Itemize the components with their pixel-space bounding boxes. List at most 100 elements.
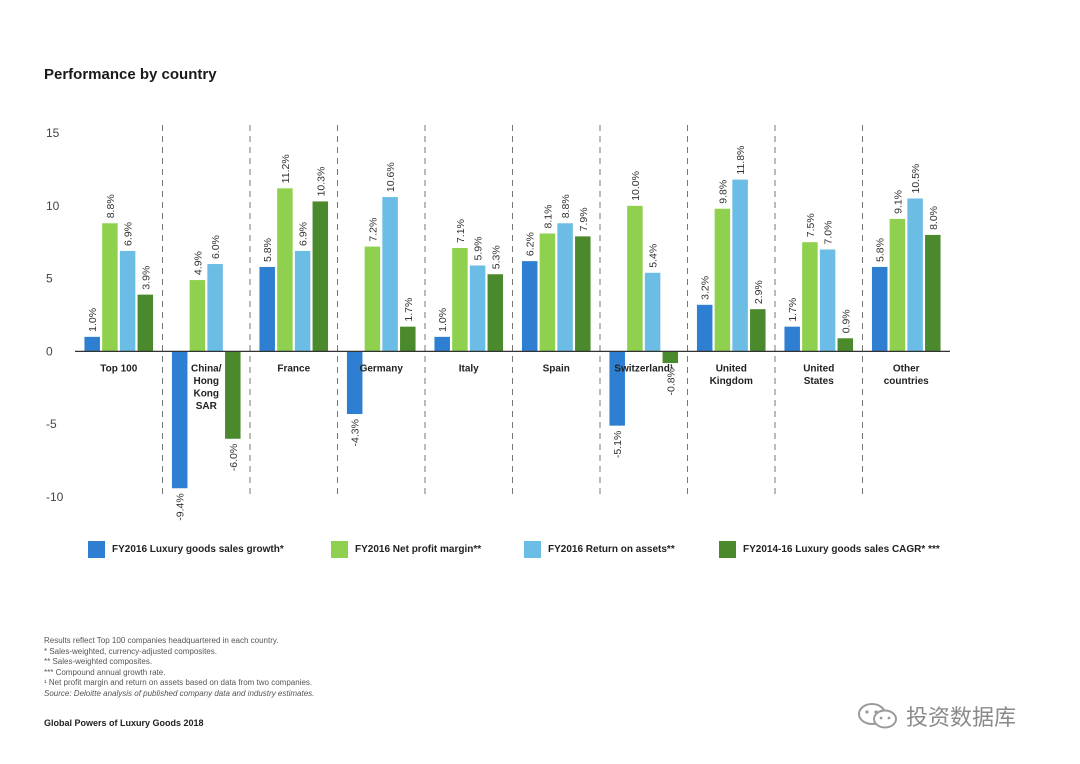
legend-swatch: [331, 541, 348, 558]
bar-roa: [907, 198, 923, 352]
legend-swatch: [524, 541, 541, 558]
data-label: 5.8%: [262, 238, 274, 262]
data-label: 7.0%: [823, 221, 835, 245]
bar-sales_growth: [259, 266, 275, 352]
watermark-text: 投资数据库: [906, 705, 1017, 730]
footnotes: Results reflect Top 100 companies headqu…: [44, 636, 314, 700]
bar-cagr: [487, 274, 504, 352]
bar-cagr: [750, 309, 766, 352]
bar-cagr: [925, 234, 941, 352]
bar-cagr: [662, 351, 679, 364]
data-label: 8.8%: [560, 194, 572, 218]
legend-item-roa: FY2016 Return on assets**: [524, 541, 675, 558]
category-label: Switzerland¹: [614, 363, 674, 374]
bar-net_profit: [452, 248, 468, 352]
data-label: -9.4%: [175, 493, 187, 520]
legend-label: FY2016 Luxury goods sales growth*: [112, 544, 284, 555]
legend-label: FY2016 Return on assets**: [548, 544, 675, 555]
y-tick-label: -5: [46, 417, 57, 431]
category-label-line: Kong: [193, 388, 219, 399]
category-label-line: Kingdom: [710, 376, 753, 387]
data-label: 10.6%: [385, 162, 397, 192]
data-label: 6.9%: [123, 222, 135, 246]
data-label: 9.8%: [717, 180, 729, 204]
y-tick-label: -10: [46, 490, 64, 504]
bar-cagr: [400, 326, 416, 352]
category-label-line: Germany: [360, 363, 404, 374]
category-label: China/Hong Kong SAR: [191, 363, 222, 412]
bar-roa: [382, 197, 398, 352]
data-label: 10.3%: [315, 167, 327, 197]
bar-net_profit: [364, 246, 381, 352]
bar-cagr: [837, 338, 854, 352]
category-label-line: SAR: [196, 401, 218, 412]
bar-sales_growth: [434, 336, 450, 352]
category-label: Germany: [360, 363, 404, 374]
bar-roa: [644, 272, 661, 352]
category-label-line: States: [804, 376, 834, 387]
note-line: * Sales-weighted, currency-adjusted comp…: [44, 646, 217, 656]
bar-sales_growth: [784, 326, 800, 352]
data-label: 1.7%: [787, 298, 799, 322]
category-label: France: [277, 363, 310, 374]
data-label: -6.0%: [228, 444, 240, 471]
data-label: 10.0%: [630, 171, 642, 201]
data-label: 6.0%: [210, 235, 222, 259]
y-tick-label: 0: [46, 344, 53, 358]
source-note: Source: Deloitte analysis of published c…: [44, 688, 315, 698]
bar-sales_growth: [521, 261, 538, 352]
bar-net_profit: [539, 233, 556, 352]
data-label: -4.3%: [350, 419, 362, 446]
bar-net_profit: [627, 205, 643, 352]
category-label: Italy: [459, 363, 479, 374]
bar-sales_growth: [84, 336, 100, 352]
category-label: United Kingdom: [710, 363, 753, 387]
data-label: 9.1%: [892, 190, 904, 214]
category-label: Top 100: [100, 363, 137, 374]
bar-sales_growth: [609, 351, 625, 426]
bar-sales_growth: [346, 351, 363, 415]
data-label: 7.1%: [455, 219, 467, 243]
bar-sales_growth: [171, 351, 188, 489]
category-label-line: Top 100: [100, 363, 137, 374]
bar-net_profit: [889, 218, 906, 352]
category-label-line: China/: [191, 363, 222, 374]
legend-swatch: [719, 541, 736, 558]
note-line: ** Sales-weighted composites.: [44, 657, 153, 667]
bar-cagr: [137, 294, 154, 352]
data-label: -0.8%: [665, 368, 677, 395]
bar-net_profit: [277, 188, 293, 352]
category-label: Other countries: [884, 363, 929, 387]
bar-net_profit: [102, 223, 118, 352]
bar-roa: [294, 250, 311, 352]
category-label-line: France: [277, 363, 310, 374]
data-label: 2.9%: [753, 280, 765, 304]
chart-title: Performance by country: [44, 66, 217, 83]
legend-label: FY2014-16 Luxury goods sales CAGR* ***: [743, 544, 940, 555]
bar-roa: [819, 249, 836, 352]
data-label: 11.2%: [280, 154, 292, 183]
legend-item-cagr: FY2014-16 Luxury goods sales CAGR* ***: [719, 541, 940, 558]
category-label-line: United: [803, 363, 834, 374]
data-label: 7.9%: [578, 207, 590, 231]
note-line: *** Compound annual growth rate.: [44, 667, 166, 677]
category-label-line: Other: [893, 363, 920, 374]
data-label: 1.0%: [87, 308, 99, 332]
legend-label: FY2016 Net profit margin**: [355, 544, 482, 555]
legend-item-net_profit: FY2016 Net profit margin**: [331, 541, 481, 558]
bar-net_profit: [714, 208, 731, 352]
data-label: -5.1%: [612, 431, 624, 458]
data-label: 8.0%: [928, 206, 940, 230]
data-label: 8.8%: [105, 194, 117, 218]
category-label: Spain: [543, 363, 570, 374]
data-label: 1.0%: [437, 308, 449, 332]
legend-item-sales_growth: FY2016 Luxury goods sales growth*: [88, 541, 284, 558]
wechat-icon: [858, 703, 897, 729]
watermark: 投资数据库: [856, 700, 1016, 732]
bar-cagr: [312, 201, 329, 352]
data-label: 8.1%: [542, 205, 554, 229]
category-label-line: Spain: [543, 363, 570, 374]
bar-roa: [469, 265, 486, 352]
bar-sales_growth: [696, 304, 713, 352]
data-label: 5.8%: [875, 238, 887, 262]
